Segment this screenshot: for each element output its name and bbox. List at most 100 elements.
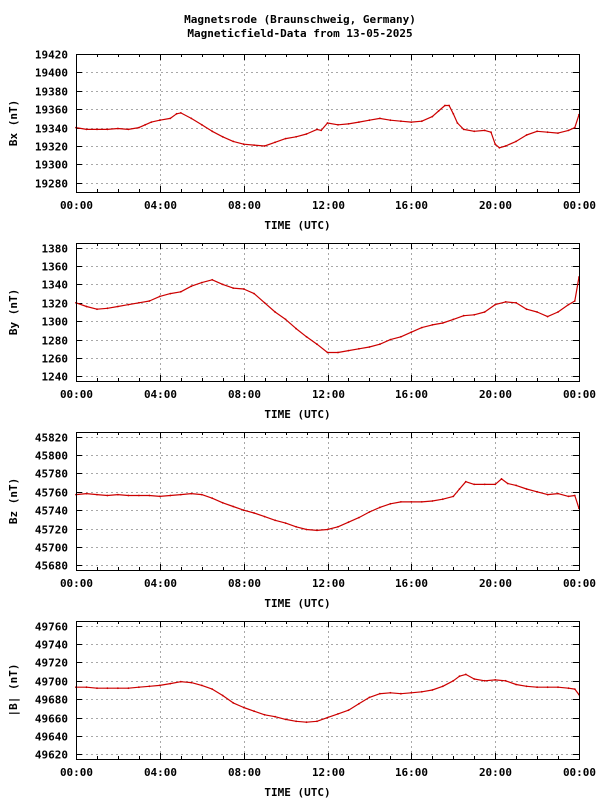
data-point — [506, 482, 509, 485]
y-tick-label: 19300 — [35, 159, 68, 172]
y-tick-label: 19360 — [35, 104, 68, 117]
data-point — [473, 313, 476, 316]
data-point — [253, 710, 256, 713]
data-point — [379, 692, 381, 695]
data-point — [127, 494, 130, 497]
data-point — [567, 303, 570, 306]
data-point — [85, 305, 88, 308]
data-point — [420, 501, 423, 503]
data-point — [320, 129, 323, 132]
data-point — [525, 488, 528, 490]
data-point — [483, 483, 486, 486]
data-point — [389, 502, 392, 505]
chart-title-line-2: Magneticfield-Data from 13-05-2025 — [187, 27, 413, 40]
x-tick-label: 04:00 — [144, 766, 177, 779]
data-point — [337, 123, 339, 126]
data-point — [127, 128, 130, 131]
x-tick-label: 16:00 — [395, 577, 428, 590]
y-axis-title: Bz (nT) — [7, 478, 20, 524]
data-point — [494, 303, 497, 306]
data-point — [253, 292, 256, 295]
data-point — [464, 673, 467, 676]
data-point — [295, 327, 297, 330]
data-point — [232, 505, 235, 508]
y-tick-label: 1300 — [42, 316, 69, 329]
data-point — [525, 685, 528, 688]
data-point — [458, 488, 461, 490]
data-point — [179, 290, 182, 293]
data-point — [96, 687, 98, 690]
x-tick-label: 16:00 — [395, 388, 428, 401]
data-point — [158, 684, 161, 687]
y-tick-label: 45740 — [35, 505, 68, 518]
data-point — [536, 686, 538, 689]
x-axis-title: TIME (UTC) — [264, 597, 330, 610]
data-point — [148, 300, 151, 302]
data-point — [337, 351, 339, 354]
data-point — [106, 307, 109, 310]
data-point — [573, 300, 576, 302]
data-point — [169, 682, 172, 685]
data-point — [263, 515, 266, 518]
y-tick-label: 49720 — [35, 657, 68, 670]
data-point — [295, 135, 297, 138]
data-point — [379, 117, 381, 120]
y-tick-label: 45760 — [35, 487, 68, 500]
data-point — [504, 301, 507, 303]
data-point — [452, 679, 455, 682]
data-point — [221, 694, 224, 697]
y-axis-title: |B| (nT) — [7, 664, 20, 717]
plot-frame — [76, 432, 580, 571]
x-tick-label: 20:00 — [479, 766, 512, 779]
data-point — [200, 281, 203, 284]
data-point — [525, 308, 528, 311]
x-tick-label: 04:00 — [144, 388, 177, 401]
x-axis-title: TIME (UTC) — [264, 219, 330, 232]
data-point — [473, 483, 476, 486]
data-point — [525, 134, 528, 136]
data-point — [368, 511, 371, 513]
data-point — [557, 132, 559, 135]
data-point — [358, 347, 360, 350]
y-tick-label: 19320 — [35, 141, 68, 154]
x-tick-label: 00:00 — [60, 388, 93, 401]
data-point — [211, 130, 214, 133]
data-point — [347, 123, 350, 125]
data-point — [85, 492, 88, 495]
y-tick-label: 49680 — [35, 694, 68, 707]
x-tick-label: 08:00 — [228, 388, 261, 401]
data-point — [536, 490, 538, 493]
data-point — [295, 525, 297, 528]
data-point — [379, 343, 381, 346]
data-point — [546, 686, 549, 689]
data-point — [400, 120, 402, 123]
plot-frame — [76, 54, 580, 193]
data-point — [456, 122, 459, 124]
data-point — [169, 494, 172, 497]
data-point — [326, 351, 329, 354]
data-point — [410, 121, 413, 123]
data-point — [232, 140, 235, 143]
data-point — [441, 322, 444, 324]
y-tick-label: 1380 — [42, 243, 69, 256]
data-point — [515, 140, 517, 143]
data-point — [389, 691, 392, 694]
x-axis-title: TIME (UTC) — [264, 786, 330, 799]
y-tick-label: 49740 — [35, 639, 68, 652]
data-point — [200, 493, 203, 496]
x-tick-label: 08:00 — [228, 577, 261, 590]
data-point — [557, 686, 559, 689]
data-point — [473, 130, 476, 133]
data-point — [117, 493, 119, 496]
x-tick-label: 04:00 — [144, 577, 177, 590]
data-point — [410, 331, 413, 334]
data-point — [347, 521, 350, 524]
data-point — [452, 318, 455, 321]
x-tick-label: 00:00 — [563, 388, 596, 401]
panel-3-bz-nt: 45680 45700 45720 45740 45760 45780 45800 45820… — [7, 432, 596, 611]
data-point — [169, 117, 172, 120]
data-point — [190, 285, 193, 288]
data-point — [117, 127, 119, 130]
data-point — [368, 696, 371, 699]
data-point — [274, 141, 276, 144]
